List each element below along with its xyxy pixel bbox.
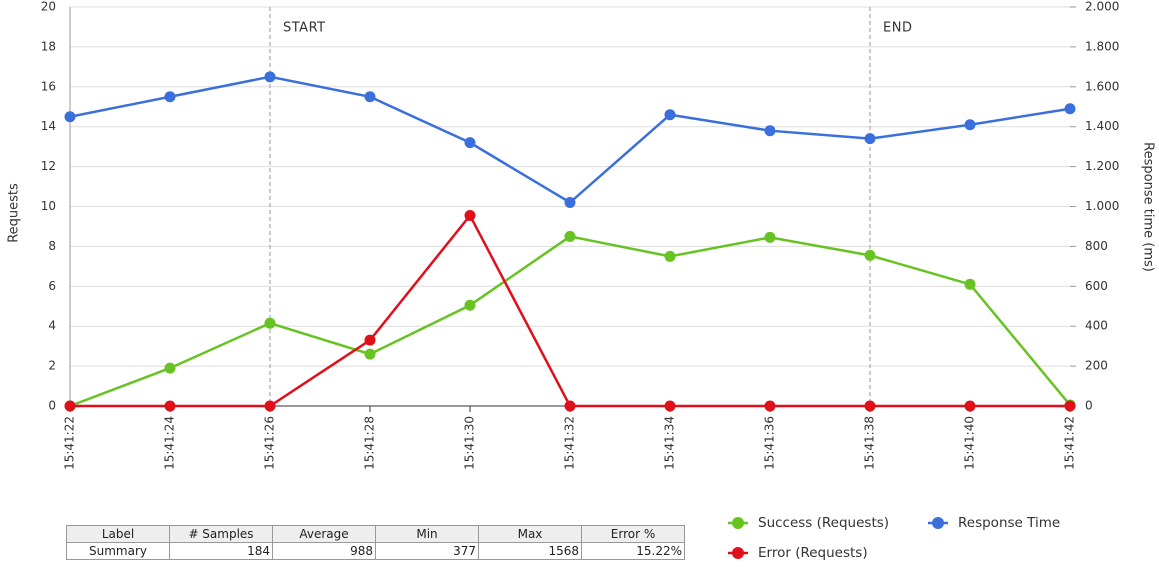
y-tick-label: 0 bbox=[48, 399, 56, 413]
legend-marker bbox=[732, 547, 744, 559]
table-cell: 15.22% bbox=[581, 542, 685, 560]
y2-tick-label: 600 bbox=[1085, 279, 1108, 293]
table-cell: Summary bbox=[66, 542, 170, 560]
data-point bbox=[264, 317, 276, 329]
data-point bbox=[64, 400, 76, 412]
data-point bbox=[464, 137, 476, 149]
data-point bbox=[164, 362, 176, 374]
data-point bbox=[964, 119, 976, 131]
annotation-label: START bbox=[283, 21, 326, 36]
data-point bbox=[764, 400, 776, 412]
data-point bbox=[64, 111, 76, 123]
column-header: Error % bbox=[581, 525, 685, 543]
data-point bbox=[864, 133, 876, 145]
data-point bbox=[1064, 103, 1076, 115]
summary-table: Label # Samples Average Min Max Error % Summar… bbox=[66, 525, 685, 560]
x-tick-label: 15:41:22 bbox=[63, 416, 77, 470]
data-point bbox=[964, 400, 976, 412]
series-line bbox=[69, 75, 1071, 205]
data-point bbox=[364, 91, 376, 103]
y2-tick-label: 1.600 bbox=[1085, 79, 1119, 93]
legend-marker bbox=[932, 517, 944, 529]
table-cell: 1568 bbox=[478, 542, 582, 560]
y2-axis-title: Response time (ms) bbox=[1141, 142, 1156, 272]
annotation-label: END bbox=[883, 21, 912, 36]
y-tick-label: 12 bbox=[41, 159, 56, 173]
y2-tick-label: 200 bbox=[1085, 359, 1108, 373]
y2-tick-label: 0 bbox=[1085, 399, 1093, 413]
x-tick-label: 15:41:34 bbox=[663, 416, 677, 470]
legend-marker bbox=[732, 517, 744, 529]
x-tick-label: 15:41:26 bbox=[263, 416, 277, 470]
x-tick-label: 15:41:32 bbox=[563, 416, 577, 470]
data-point bbox=[564, 400, 576, 412]
column-header: Label bbox=[66, 525, 170, 543]
y-tick-label: 20 bbox=[41, 0, 56, 14]
data-point bbox=[464, 299, 476, 311]
y-tick-label: 6 bbox=[48, 279, 56, 293]
y-tick-label: 14 bbox=[41, 119, 56, 133]
data-point bbox=[364, 334, 376, 346]
column-header: Max bbox=[478, 525, 582, 543]
legend-label: Success (Requests) bbox=[758, 515, 889, 531]
data-point bbox=[964, 278, 976, 290]
series-line bbox=[69, 235, 1071, 408]
x-tick-label: 15:41:40 bbox=[963, 416, 977, 470]
y-tick-label: 2 bbox=[48, 359, 56, 373]
data-point bbox=[864, 400, 876, 412]
y2-tick-label: 800 bbox=[1085, 239, 1108, 253]
table-row: Summary 184 988 377 1568 15.22% bbox=[66, 542, 685, 560]
x-tick-label: 15:41:30 bbox=[463, 416, 477, 470]
data-point bbox=[164, 91, 176, 103]
y2-tick-label: 1.200 bbox=[1085, 159, 1119, 173]
data-point bbox=[664, 250, 676, 262]
y2-tick-label: 1.400 bbox=[1085, 119, 1119, 133]
x-tick-label: 15:41:42 bbox=[1063, 416, 1077, 470]
data-point bbox=[564, 197, 576, 209]
series-line bbox=[70, 213, 1070, 408]
table-cell: 377 bbox=[375, 542, 479, 560]
data-point bbox=[164, 400, 176, 412]
table-cell: 184 bbox=[169, 542, 273, 560]
data-point bbox=[264, 400, 276, 412]
y2-tick-label: 1.000 bbox=[1085, 199, 1119, 213]
y-tick-label: 16 bbox=[41, 79, 56, 93]
data-point bbox=[1064, 400, 1076, 412]
y-tick-label: 10 bbox=[41, 199, 56, 213]
data-point bbox=[764, 231, 776, 243]
data-point bbox=[664, 400, 676, 412]
data-point bbox=[364, 348, 376, 360]
column-header: Average bbox=[272, 525, 376, 543]
legend: Success (Requests) Response Time Error (Re… bbox=[728, 515, 1060, 561]
data-point bbox=[664, 109, 676, 121]
table-cell: 988 bbox=[272, 542, 376, 560]
y2-tick-label: 400 bbox=[1085, 319, 1108, 333]
y-axis-title: Requests bbox=[7, 183, 22, 243]
column-header: Min bbox=[375, 525, 479, 543]
x-tick-label: 15:41:24 bbox=[163, 416, 177, 470]
x-tick-label: 15:41:28 bbox=[363, 416, 377, 470]
data-point bbox=[864, 249, 876, 261]
data-point bbox=[764, 125, 776, 137]
data-point bbox=[564, 230, 576, 242]
y-tick-label: 18 bbox=[41, 39, 56, 53]
legend-label: Error (Requests) bbox=[758, 545, 868, 561]
y-tick-label: 4 bbox=[48, 319, 56, 333]
data-point bbox=[464, 209, 476, 221]
y2-tick-label: 1.800 bbox=[1085, 39, 1119, 53]
data-point bbox=[264, 71, 276, 83]
legend-label: Response Time bbox=[958, 515, 1060, 531]
table-header: Label # Samples Average Min Max Error % bbox=[66, 525, 685, 543]
x-tick-label: 15:41:38 bbox=[863, 416, 877, 470]
column-header: # Samples bbox=[169, 525, 273, 543]
x-tick-label: 15:41:36 bbox=[763, 416, 777, 470]
y-tick-label: 8 bbox=[48, 239, 56, 253]
y2-tick-label: 2.000 bbox=[1085, 0, 1119, 14]
